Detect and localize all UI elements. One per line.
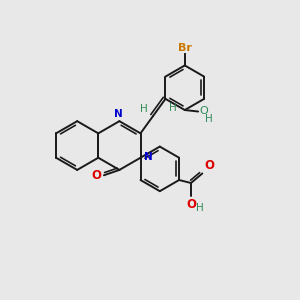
Text: O: O <box>186 198 196 211</box>
Text: H: H <box>205 115 213 124</box>
Text: O: O <box>91 169 101 182</box>
Text: H: H <box>169 103 177 113</box>
Text: Br: Br <box>178 43 192 53</box>
Text: N: N <box>114 109 123 119</box>
Text: O: O <box>204 159 214 172</box>
Text: N: N <box>144 152 153 162</box>
Text: O: O <box>199 106 208 116</box>
Text: H: H <box>140 104 148 114</box>
Text: H: H <box>196 203 204 213</box>
